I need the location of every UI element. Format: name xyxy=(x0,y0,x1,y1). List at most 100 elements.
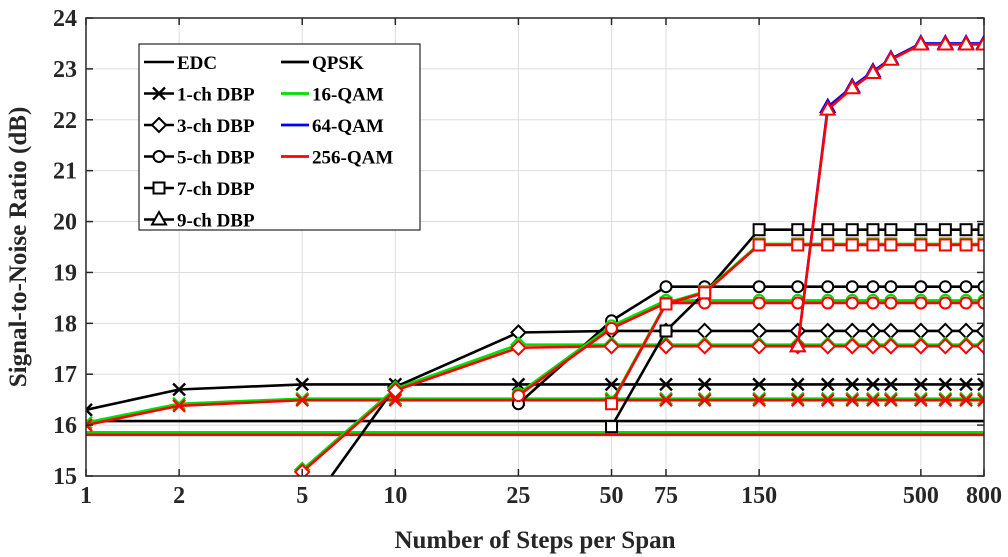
series-9-ch-dbp-256-qam xyxy=(789,34,984,353)
data-point xyxy=(975,34,984,51)
data-point xyxy=(510,339,527,357)
data-point xyxy=(914,223,928,237)
series-3-ch-dbp-16-qam xyxy=(293,336,984,476)
plot-frame xyxy=(85,17,985,477)
data-point xyxy=(86,415,93,430)
y-tick-label: 24 xyxy=(53,6,77,32)
data-point xyxy=(977,296,984,310)
data-point xyxy=(791,223,805,237)
data-point xyxy=(172,382,186,397)
data-point xyxy=(936,34,955,51)
data-point xyxy=(696,337,714,355)
legend-marker xyxy=(152,181,166,195)
legend-box xyxy=(138,43,421,231)
legend-method-label: 5-ch DBP xyxy=(177,148,255,169)
series-line xyxy=(517,301,984,397)
data-point xyxy=(914,377,928,392)
data-point xyxy=(977,377,984,392)
data-point xyxy=(790,377,805,392)
data-point xyxy=(821,296,835,310)
legend-marker xyxy=(152,150,166,163)
data-point xyxy=(938,377,953,392)
data-point xyxy=(977,280,984,294)
data-point xyxy=(791,238,805,252)
legend-format-label: QPSK xyxy=(312,53,364,74)
data-point xyxy=(172,398,186,413)
data-point xyxy=(752,393,766,408)
data-point xyxy=(604,377,619,392)
series-line xyxy=(329,329,984,476)
data-point xyxy=(790,393,805,408)
legend: EDC 1-ch DBP 3-ch DBP 5-ch DBP 7-ch DBP 9-ch … xyxy=(138,43,421,232)
legend-method-label: 1-ch DBP xyxy=(177,85,255,106)
data-point xyxy=(696,322,714,340)
data-point xyxy=(843,78,861,95)
data-point xyxy=(698,286,712,300)
data-point xyxy=(791,280,805,294)
data-point xyxy=(866,280,880,294)
data-point xyxy=(605,397,619,411)
data-point xyxy=(959,393,973,408)
data-point xyxy=(959,377,973,392)
x-tick-label: 500 xyxy=(903,483,939,509)
y-tick-label: 17 xyxy=(53,362,77,388)
data-point xyxy=(936,322,954,340)
x-tick-label: 2 xyxy=(173,483,185,509)
data-point xyxy=(657,337,675,355)
data-point xyxy=(843,337,861,355)
data-point xyxy=(659,324,673,338)
legend-method-label: 9-ch DBP xyxy=(177,211,255,232)
data-point xyxy=(386,382,404,399)
data-point xyxy=(884,280,898,294)
legend-format-label: 64-QAM xyxy=(312,116,384,137)
data-point xyxy=(86,402,93,417)
data-point xyxy=(938,296,952,310)
data-point xyxy=(975,322,984,340)
series-line xyxy=(301,344,984,473)
y-tick-label: 23 xyxy=(53,57,77,83)
data-point xyxy=(750,337,768,355)
x-tick-label: 25 xyxy=(506,483,530,509)
data-point xyxy=(864,63,882,79)
x-tick-label: 5 xyxy=(296,483,308,509)
series-line xyxy=(86,383,984,412)
data-point xyxy=(864,337,882,355)
data-point xyxy=(977,238,984,252)
series-3-ch-dbp-256-qam xyxy=(293,337,984,476)
data-point xyxy=(957,34,975,51)
data-point xyxy=(882,337,900,355)
data-point xyxy=(603,337,620,355)
data-point xyxy=(882,50,900,66)
data-point xyxy=(845,296,859,310)
y-tick-label: 16 xyxy=(53,413,77,439)
data-point xyxy=(957,322,975,340)
data-point xyxy=(936,337,954,355)
x-tick-label: 10 xyxy=(383,483,407,509)
data-point xyxy=(752,223,766,237)
data-point xyxy=(914,238,928,252)
data-point xyxy=(914,280,928,294)
legend-marker xyxy=(150,209,168,226)
data-point xyxy=(977,223,984,237)
data-point xyxy=(884,238,898,252)
data-point xyxy=(884,223,898,237)
legend-method-label: 3-ch DBP xyxy=(177,116,255,137)
data-point xyxy=(295,510,309,524)
y-tick-label: 18 xyxy=(53,311,77,337)
data-point xyxy=(938,393,953,408)
data-point xyxy=(819,100,837,116)
data-point xyxy=(914,393,928,408)
data-point xyxy=(975,337,984,355)
x-tick-label: 50 xyxy=(600,483,624,509)
data-point xyxy=(659,377,673,392)
data-point xyxy=(605,420,619,434)
data-point xyxy=(845,238,859,252)
data-point xyxy=(959,223,973,237)
data-point xyxy=(866,223,880,237)
y-axis-label: Signal-to-Noise Ratio (dB) xyxy=(5,107,32,388)
x-tick-label: 800 xyxy=(966,483,1002,509)
data-point xyxy=(866,238,880,252)
data-point xyxy=(820,393,835,408)
data-point xyxy=(912,337,930,355)
